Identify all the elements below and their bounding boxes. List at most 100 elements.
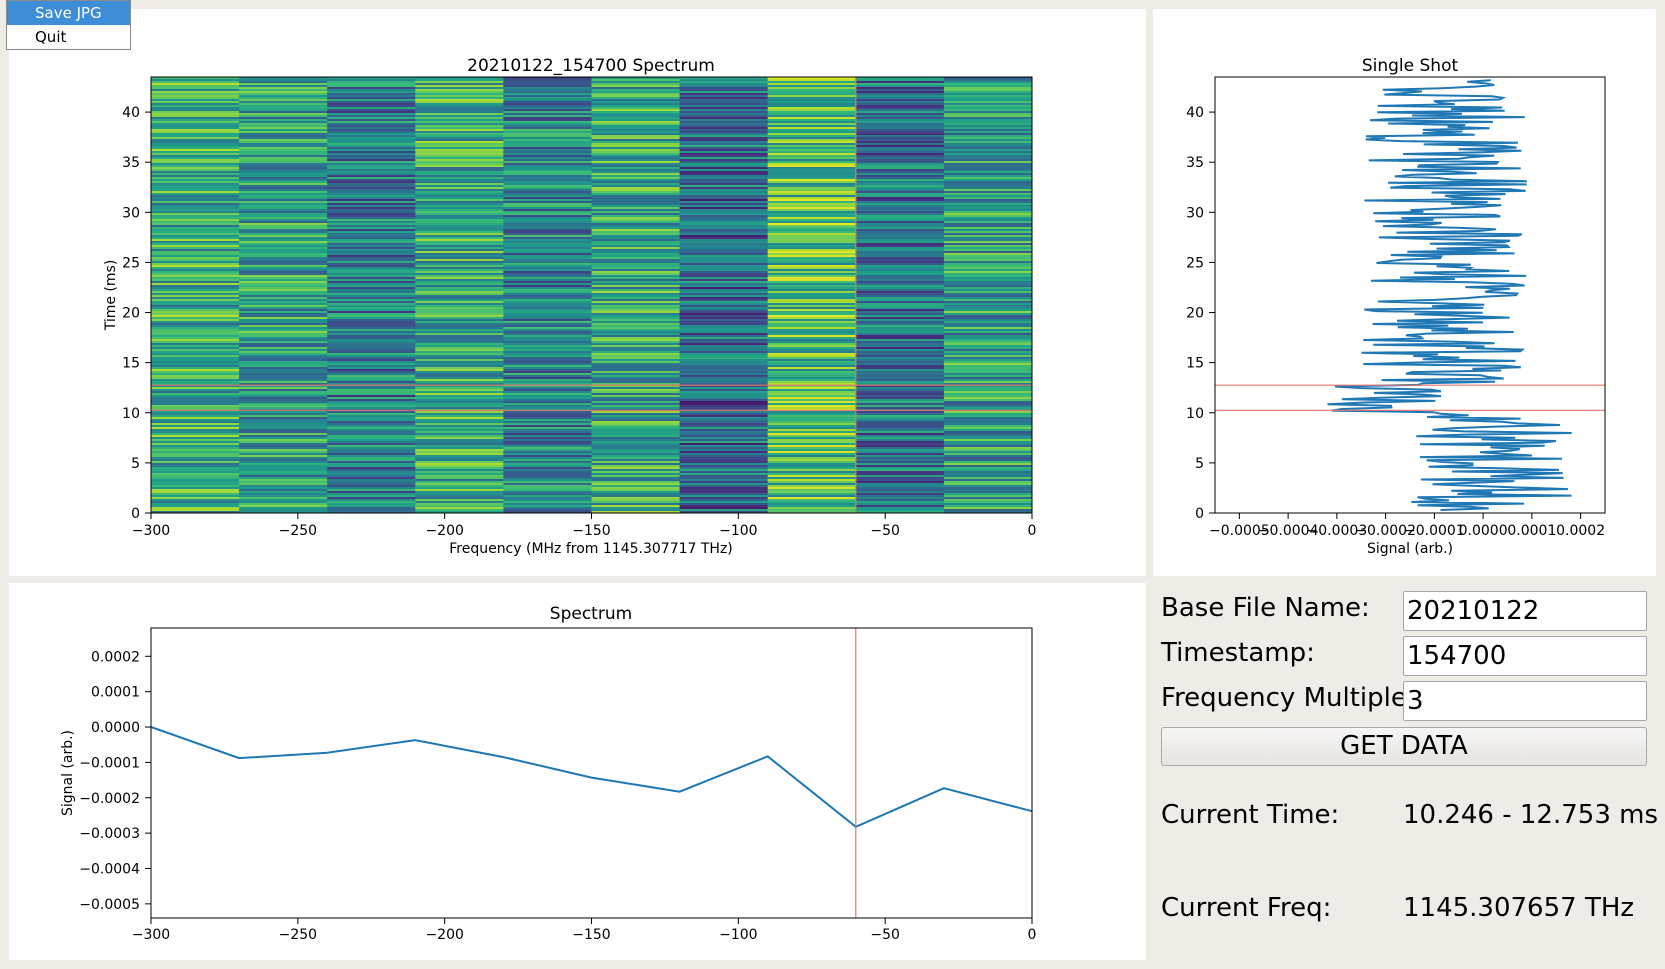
heatmap-cell (503, 249, 592, 252)
heatmap-cell (503, 263, 592, 266)
heatmap-cell (767, 217, 857, 220)
heatmap-cell (239, 479, 328, 482)
heatmap-cell (327, 123, 416, 126)
heatmap-cell (327, 415, 416, 418)
menu-item-quit[interactable]: Quit (35, 28, 67, 46)
heatmap-cell (855, 379, 945, 382)
heatmap-cell (239, 435, 328, 438)
get-data-button[interactable]: GET DATA (1161, 727, 1647, 766)
x-tick-label: −50 (870, 927, 900, 943)
heatmap-cell (239, 419, 328, 422)
heatmap-cell (767, 189, 857, 192)
heatmap-cell (239, 309, 328, 312)
heatmap-cell (855, 347, 945, 350)
heatmap-cell (415, 81, 504, 84)
heatmap-cell (679, 461, 769, 464)
heatmap-cell (591, 269, 681, 272)
heatmap-cell (327, 239, 416, 242)
heatmap-cell (679, 295, 769, 298)
single-shot-chart[interactable]: −0.0005−0.0004−0.0003−0.0002−0.00010.000… (1153, 9, 1656, 576)
heatmap-cell (503, 485, 592, 488)
heatmap-cell (591, 219, 681, 222)
heatmap-cell (503, 369, 592, 372)
heatmap-cell (855, 335, 945, 338)
heatmap-cell (855, 511, 945, 514)
heatmap-cell (415, 279, 504, 282)
heatmap-cell (239, 407, 328, 410)
heatmap-cell (239, 473, 328, 476)
heatmap-cell (943, 99, 1033, 102)
heatmap-cell (327, 377, 416, 380)
heatmap-cell (855, 423, 945, 426)
heatmap-cell (591, 77, 681, 80)
heatmap-cell (855, 83, 945, 86)
heatmap-cell (767, 415, 857, 418)
heatmap-cell (151, 343, 240, 346)
timestamp-input[interactable] (1403, 636, 1647, 676)
heatmap-cell (327, 129, 416, 132)
heatmap-cell (943, 337, 1033, 340)
heatmap-cell (239, 249, 328, 252)
heatmap-cell (855, 97, 945, 100)
heatmap-cell (855, 285, 945, 288)
heatmap-cell (679, 357, 769, 360)
heatmap-cell (239, 441, 328, 444)
heatmap-cell (767, 91, 857, 94)
heatmap-cell (943, 479, 1033, 482)
heatmap-cell (855, 381, 945, 384)
heatmap-cell (855, 105, 945, 108)
base-file-name-input[interactable] (1403, 591, 1647, 631)
heatmap-cell (151, 245, 240, 248)
heatmap-cell (151, 157, 240, 160)
heatmap-cell (767, 131, 857, 134)
spectrum-chart[interactable]: −300 −250 −200 −150 −100 −50 00.00020.00010.00… (9, 583, 1146, 960)
heatmap-cell (239, 195, 328, 198)
heatmap-cell (327, 301, 416, 304)
heatmap-cell (415, 321, 504, 324)
heatmap-cell (943, 141, 1033, 144)
heatmap-cell (943, 273, 1033, 276)
heatmap-cell (767, 143, 857, 146)
heatmap-cell (239, 375, 328, 378)
heatmap-cell (767, 243, 857, 246)
heatmap-cell (591, 481, 681, 484)
heatmap-cell (591, 459, 681, 462)
heatmap-cell (767, 247, 857, 250)
heatmap-cell (415, 159, 504, 162)
heatmap-cell (679, 107, 769, 110)
heatmap-cell (943, 351, 1033, 354)
heatmap-cell (239, 235, 328, 238)
heatmap-cell (503, 151, 592, 154)
heatmap-cell (767, 159, 857, 162)
menu-item-save-jpg[interactable]: Save JPG (7, 1, 130, 25)
heatmap-cell (679, 197, 769, 200)
heatmap-cell (591, 145, 681, 148)
heatmap-cell (767, 497, 857, 500)
heatmap-cell (327, 383, 416, 386)
frequency-multiple-input[interactable] (1403, 681, 1647, 721)
heatmap-cell (679, 477, 769, 480)
heatmap-cell (767, 329, 857, 332)
heatmap-cell (943, 285, 1033, 288)
heatmap-cell (327, 135, 416, 138)
heatmap-cell (855, 281, 945, 284)
heatmap-cell (151, 511, 240, 514)
heatmap-cell (679, 187, 769, 190)
heatmap-cell (679, 437, 769, 440)
heatmap-cell (239, 329, 328, 332)
heatmap-cell (591, 255, 681, 258)
heatmap-cell (503, 343, 592, 346)
heatmap-cell (327, 179, 416, 182)
heatmap-cell (327, 199, 416, 202)
heatmap-cell (855, 461, 945, 464)
heatmap-cell (327, 459, 416, 462)
heatmap-cell (943, 283, 1033, 286)
heatmap-cell (327, 305, 416, 308)
spectrogram-chart[interactable]: −300 −250 −200 −150 −100 −50 00510152025303540… (9, 9, 1146, 576)
heatmap-cell (943, 215, 1033, 218)
heatmap-cell (151, 503, 240, 506)
heatmap-cell (327, 171, 416, 174)
heatmap-cell (679, 259, 769, 262)
heatmap-cell (151, 215, 240, 218)
heatmap-cell (415, 479, 504, 482)
